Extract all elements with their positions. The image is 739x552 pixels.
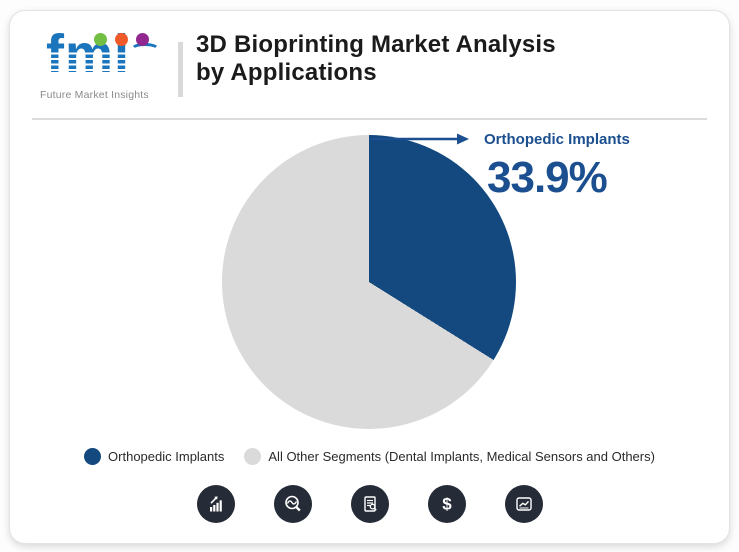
market-magnifier-icon [273, 485, 312, 523]
pie-chart [222, 135, 516, 429]
logo-subtitle: Future Market Insights [40, 89, 149, 101]
legend-item-other-segments: All Other Segments (Dental Implants, Med… [244, 448, 655, 465]
fmi-logo: fmi Future Market Insights [38, 25, 178, 113]
footer-icons-row: $ [10, 485, 729, 523]
logo-badge-green-icon [94, 33, 107, 46]
legend-label: Orthopedic Implants [108, 449, 225, 464]
header-divider [32, 118, 707, 120]
annotation-label: Orthopedic Implants [484, 131, 630, 148]
page-title-line1: 3D Bioprinting Market Analysis [196, 31, 556, 58]
legend-item-orthopedic: Orthopedic Implants [84, 448, 224, 465]
legend-label: All Other Segments (Dental Implants, Med… [268, 449, 655, 464]
page-title-line2: by Applications [196, 59, 377, 86]
chart-legend: Orthopedic Implants All Other Segments (… [10, 448, 729, 465]
logo-badges [94, 33, 149, 46]
annotation-arrow-icon [371, 133, 469, 145]
report-document-icon [350, 485, 389, 523]
legend-swatch-navy [84, 448, 102, 465]
growth-chart-icon [196, 485, 235, 523]
trend-chart-icon [504, 485, 543, 523]
logo-badge-orange-icon [115, 33, 128, 46]
dollar-icon: $ [427, 485, 466, 523]
header-vertical-divider [178, 42, 183, 97]
legend-swatch-gray [244, 448, 262, 465]
logo-badge-purple-icon [136, 33, 149, 46]
annotation-value: 33.9% [487, 153, 608, 202]
infographic-card: fmi Future Market Insights 3D Bioprintin… [9, 10, 730, 544]
page-title: 3D Bioprinting Market Analysis by Applic… [196, 31, 556, 87]
svg-text:$: $ [442, 495, 452, 514]
